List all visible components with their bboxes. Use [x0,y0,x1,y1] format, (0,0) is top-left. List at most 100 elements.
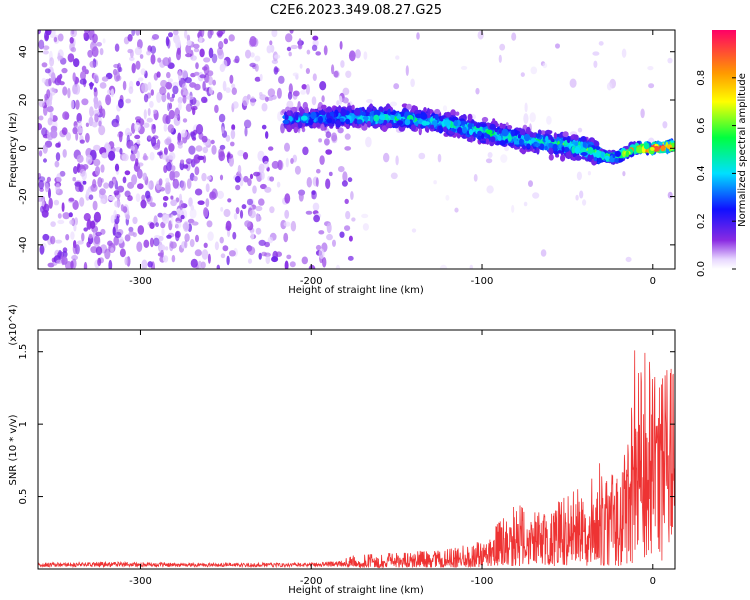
snr-x-axis-label: Height of straight line (km) [288,585,424,596]
spectrogram-cell [366,99,373,104]
spectrogram-cell [286,110,291,117]
spectrogram-cell [79,78,87,85]
spectrogram-cell [130,153,136,162]
spectrogram-cell [202,146,209,154]
spectrogram-cell [265,255,271,265]
spectrogram-cell [258,239,266,246]
spectrogram-cell [104,248,111,260]
spectrogram-cell [98,125,106,136]
spectrogram-cell [336,100,340,106]
spectrogram-cell [189,82,197,88]
spectrogram-cell [157,151,163,156]
spectrogram-cell [55,152,61,162]
spectrogram-cell [59,81,65,86]
spectrogram-cell [288,51,292,57]
spectrogram-cell [201,249,209,260]
spectrogram-cell [140,68,146,76]
spectrogram-cell [85,132,90,143]
spectrogram-cell [184,240,188,249]
spectrogram-cell [415,113,422,119]
x-tick-label: -100 [471,576,494,587]
spectrogram-cell [338,166,345,173]
spectrogram-cell [312,202,320,211]
spectrogram-cell [249,209,256,219]
spectrogram-cell [114,231,122,239]
spectrogram-cell [410,78,415,88]
spectrogram-cell [210,139,215,145]
spectrogram-cell [244,220,251,228]
spectrogram-cell [390,111,396,115]
colorbar-tick-label: 0.2 [696,213,707,229]
chart-title: C2E6.2023.349.08.27.G25 [270,3,442,18]
spectrogram-cell [147,135,152,141]
spectrogram-cell [88,194,94,200]
spectrogram-cell [360,111,366,116]
spectrogram-cell [579,190,584,199]
spectrogram-cell [108,259,113,269]
spectrogram-cell [67,87,71,99]
colorbar-ticks: 0.0 0.2 0.4 0.6 0.8 [696,70,736,277]
spectrogram-cell [285,33,293,43]
spectrogram-cell [261,102,268,112]
spectrogram-cell [625,150,630,158]
spectrogram-cell [489,123,496,130]
x-tick-label: -100 [471,276,494,287]
spectrogram-cell [283,232,289,243]
spectrogram-cell [101,152,109,159]
spectrogram-cell [356,119,363,125]
spectrogram-cell [135,158,139,167]
spectrogram-cell [351,104,355,111]
spectrogram-cell [82,180,87,185]
spectrogram-cell [107,240,113,247]
spectrogram-cell [164,138,172,146]
spectrogram-cell [70,30,77,38]
spectrogram-cell [442,105,448,112]
spectrogram-cell [348,50,356,62]
spectrogram-cell [97,177,103,188]
spectrogram-cell [362,223,369,231]
spectrogram-cell [197,155,205,161]
spectrogram-cell [218,41,224,50]
spectrogram-cell [595,146,601,150]
spectrogram-cell [234,175,241,183]
spectrogram-cell [73,58,80,68]
y-tick-label: 1.5 [18,344,29,360]
spectrogram-cell [166,161,172,172]
spectrogram-cell [475,123,482,129]
snr-y-axis-label: SNR (10 * v/v) [8,414,19,485]
spectrogram-cell [247,246,256,256]
spectrogram-cell [173,171,180,178]
spectrogram-cell [280,110,284,116]
spectrogram-cell [574,155,582,161]
spectrogram-cell [290,220,297,232]
spectrogram-cell [90,246,98,254]
spectrogram-cell [124,170,131,176]
spectrogram-cell [511,32,517,41]
spectrogram-cell [341,180,348,187]
spectrogram-cell [209,191,217,201]
spectrogram-cell [259,73,263,81]
spectrogram-cell [173,30,179,36]
spectrogram-y-axis-label: Frequency (Hz) [8,112,19,188]
spectrogram-cell [170,195,174,200]
spectrogram-cell [466,138,473,142]
spectrogram-cell [53,36,58,43]
spectrogram-cell [133,122,141,132]
spectrogram-cell [70,99,75,110]
spectrogram-cell [492,118,496,123]
spectrogram-cell [183,164,189,169]
spectrogram-cell [70,47,77,53]
spectrogram-cell [254,55,261,62]
spectrogram-cell [344,198,349,204]
y-tick-label: 0 [18,145,29,151]
spectrogram-cell [166,234,172,239]
spectrogram-cell [456,126,462,134]
spectrogram-cell [536,147,540,155]
spectrogram-cell [558,133,564,138]
spectrogram-cell [41,127,48,137]
spectrogram-cell [127,141,131,148]
x-tick-label: -200 [300,576,323,587]
spectrogram-cell [68,197,75,202]
spectrogram-cell [69,219,74,225]
spectrogram-cell [300,115,308,121]
